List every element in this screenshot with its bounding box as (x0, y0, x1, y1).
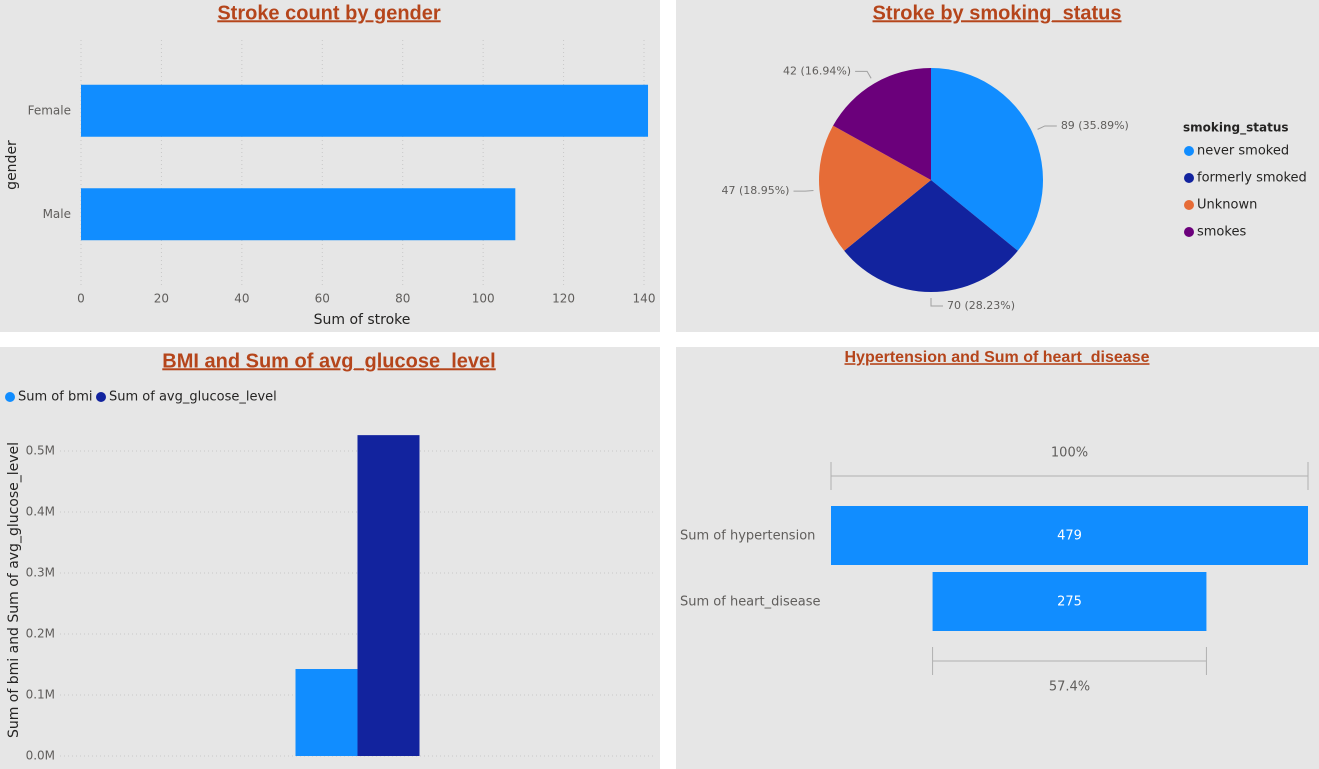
leader-line (930, 298, 943, 307)
data-label: 275 (1057, 595, 1082, 610)
y-tick-label: Male (43, 207, 71, 221)
legend-marker (5, 392, 15, 402)
y-tick-label: 0.4M (26, 505, 55, 519)
y-tick-label: 0.5M (26, 444, 55, 458)
legend-label: never smoked (1197, 144, 1289, 159)
legend-label: Sum of bmi (18, 390, 92, 405)
x-tick-label: 100 (472, 292, 495, 306)
y-tick-label: 0.0M (26, 749, 55, 763)
x-tick-label: 80 (395, 292, 410, 306)
bar (357, 435, 420, 756)
category-label: Sum of hypertension (680, 529, 815, 544)
legend-title: smoking_status (1183, 121, 1289, 136)
pie-slice (819, 125, 931, 251)
chart-title: Stroke count by gender (217, 2, 441, 24)
y-tick-label: 0.1M (26, 688, 55, 702)
x-tick-label: 0 (77, 292, 85, 306)
category-label: Sum of heart_disease (680, 595, 820, 610)
leader-line (1037, 125, 1057, 130)
y-tick-label: 0.3M (26, 566, 55, 580)
legend-label: smokes (1197, 225, 1246, 240)
legend-marker (1184, 173, 1194, 183)
leader-line (855, 70, 872, 79)
x-tick-label: 60 (315, 292, 330, 306)
legend-marker (1184, 146, 1194, 156)
y-axis-label: gender (4, 140, 20, 190)
panel (0, 0, 660, 332)
legend-marker (1184, 227, 1194, 237)
y-tick-label: 0.2M (26, 627, 55, 641)
chart-title: Hypertension and Sum of heart_disease (845, 349, 1150, 366)
legend-marker (96, 392, 106, 402)
legend-label: Sum of avg_glucose_level (109, 390, 277, 405)
legend-label: formerly smoked (1197, 171, 1307, 186)
legend-label: Unknown (1197, 198, 1257, 213)
chart-title: Stroke by smoking_status (873, 2, 1122, 24)
chart-title: BMI and Sum of avg_glucose_level (162, 350, 495, 372)
funnel-bar (932, 572, 1207, 631)
data-label: 479 (1057, 529, 1082, 544)
data-label: 89 (35.89%) (1061, 119, 1129, 132)
data-label: 47 (18.95%) (721, 184, 789, 197)
conversion-bracket (932, 647, 1207, 675)
bar (81, 188, 516, 241)
conversion-bracket (830, 462, 1309, 490)
legend-marker (1184, 200, 1194, 210)
leader-line (793, 189, 814, 192)
pie-slice (931, 68, 1044, 251)
x-axis-label: Sum of stroke (314, 312, 411, 328)
x-tick-label: 140 (633, 292, 656, 306)
pie-slice (833, 68, 931, 180)
y-tick-label: Female (28, 103, 71, 117)
x-tick-label: 20 (154, 292, 169, 306)
bar (81, 84, 649, 137)
y-axis-label: Sum of bmi and Sum of avg_glucose_level (6, 442, 22, 738)
conversion-label: 100% (1051, 446, 1088, 461)
funnel-bar (831, 506, 1308, 565)
pie-slice (844, 180, 1018, 293)
x-tick-label: 120 (552, 292, 575, 306)
bar (295, 669, 358, 756)
x-tick-label: 40 (234, 292, 249, 306)
data-label: 42 (16.94%) (783, 64, 851, 77)
conversion-label: 57.4% (1049, 680, 1090, 695)
data-label: 70 (28.23%) (947, 299, 1015, 312)
